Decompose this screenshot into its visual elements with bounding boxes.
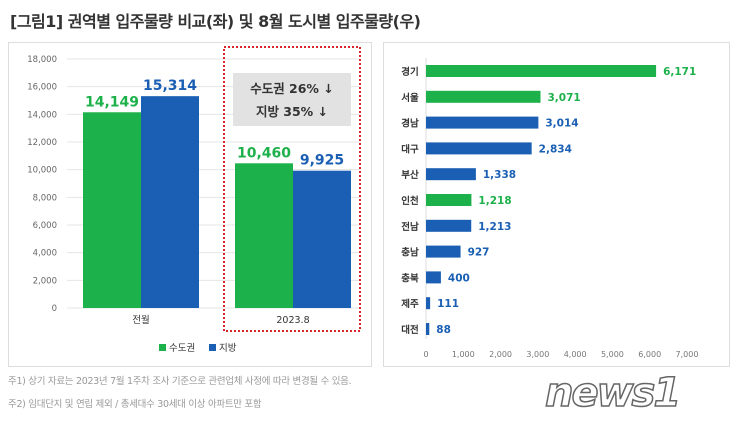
- bar-regional: [141, 96, 199, 308]
- legend-label: 지방: [219, 343, 237, 354]
- note-1: 주1) 상기 자료는 2023년 7월 1주차 조사 기준으로 관련업체 사정에…: [8, 376, 352, 387]
- data-label: 1,213: [478, 221, 511, 233]
- category-label: 전남: [401, 221, 419, 233]
- category-label: 대전: [401, 324, 418, 336]
- data-label: 400: [448, 272, 470, 284]
- category-label: 인천: [401, 196, 418, 207]
- bar-capital: [83, 112, 141, 309]
- y-tick-label: 4,000: [33, 249, 57, 259]
- figure-title: [그림1] 권역별 입주물량 비교(좌) 및 8월 도시별 입주물량(우): [10, 12, 421, 31]
- data-label: 10,460: [237, 145, 291, 161]
- bar-제주: [426, 297, 431, 310]
- x-tick-label: 6,000: [638, 350, 661, 359]
- legend-swatch: [159, 344, 166, 351]
- x-tick-label: 2023.8: [276, 315, 309, 326]
- bar-인천: [426, 194, 472, 206]
- category-label: 경기: [401, 66, 418, 78]
- right-chart-panel: 0 1,000 2,000 3,000 4,000 5,000 6,000 7,000 경기 6,…: [383, 42, 730, 367]
- data-label: 3,071: [548, 92, 581, 104]
- bar-regional: [293, 170, 351, 308]
- bar-경남: [426, 116, 539, 129]
- annotation-box: [233, 73, 351, 126]
- data-label: 3,014: [545, 118, 578, 130]
- y-tick-label: 18,000: [27, 55, 57, 65]
- category-label: 제주: [401, 298, 419, 310]
- regional-comparison-chart: 0 2,000 4,000 6,000 8,000 10,000 12,000 14,000 1…: [27, 46, 361, 354]
- data-label: 1,218: [478, 195, 511, 207]
- category-label: 충남: [401, 247, 419, 259]
- bar-capital: [235, 163, 293, 308]
- news1-logo: news1: [544, 369, 682, 417]
- annotation-text: 수도권 26% ↓: [250, 81, 334, 96]
- category-label: 대구: [401, 143, 419, 155]
- x-tick-label: 4,000: [564, 350, 587, 359]
- annotation-text: 지방 35% ↓: [256, 104, 328, 119]
- bar-서울: [426, 90, 541, 103]
- y-tick-label: 10,000: [27, 166, 57, 176]
- bar-전남: [426, 219, 472, 232]
- city-supply-chart: 0 1,000 2,000 3,000 4,000 5,000 6,000 7,000 경기 6,…: [401, 58, 699, 359]
- x-tick-label: 1,000: [452, 350, 475, 359]
- left-chart-panel: 0 2,000 4,000 6,000 8,000 10,000 12,000 14,000 1…: [8, 42, 372, 367]
- category-label: 경남: [401, 118, 419, 130]
- x-tick-label: 5,000: [601, 350, 624, 359]
- bar-대전: [426, 323, 430, 335]
- bar-경기: [426, 65, 657, 77]
- y-tick-label: 2,000: [33, 276, 57, 286]
- x-tick-label: 7,000: [676, 350, 699, 359]
- category-label: 서울: [401, 92, 419, 104]
- highlight-box: [223, 46, 361, 332]
- y-tick-label: 16,000: [27, 83, 57, 93]
- data-label: 2,834: [539, 143, 572, 155]
- y-tick-label: 12,000: [27, 138, 57, 148]
- bar-충남: [426, 245, 461, 258]
- data-label: 927: [468, 247, 490, 259]
- data-label: 9,925: [300, 153, 344, 169]
- bar-대구: [426, 142, 532, 155]
- category-label: 충북: [401, 272, 419, 284]
- data-label: 6,171: [663, 66, 696, 78]
- x-tick-label: 전월: [132, 314, 149, 326]
- x-tick-label: 3,000: [526, 350, 549, 359]
- data-label: 14,149: [85, 94, 139, 110]
- y-tick-label: 0: [52, 304, 57, 314]
- category-label: 부산: [401, 169, 419, 181]
- data-label: 88: [436, 324, 451, 336]
- data-label: 111: [437, 298, 459, 310]
- y-tick-label: 14,000: [27, 110, 57, 120]
- bar-충북: [426, 271, 441, 284]
- x-tick-label: 0: [423, 350, 428, 359]
- y-tick-label: 8,000: [33, 193, 57, 203]
- x-tick-label: 2,000: [489, 350, 512, 359]
- data-label: 15,314: [143, 78, 197, 94]
- note-2: 주2) 임대단지 및 연립 제외 / 총세대수 30세대 이상 아파트만 포함: [8, 399, 262, 410]
- legend-swatch: [209, 344, 216, 351]
- y-tick-label: 6,000: [33, 221, 57, 231]
- legend-label: 수도권: [169, 342, 195, 354]
- bar-부산: [426, 168, 476, 181]
- data-label: 1,338: [483, 169, 516, 181]
